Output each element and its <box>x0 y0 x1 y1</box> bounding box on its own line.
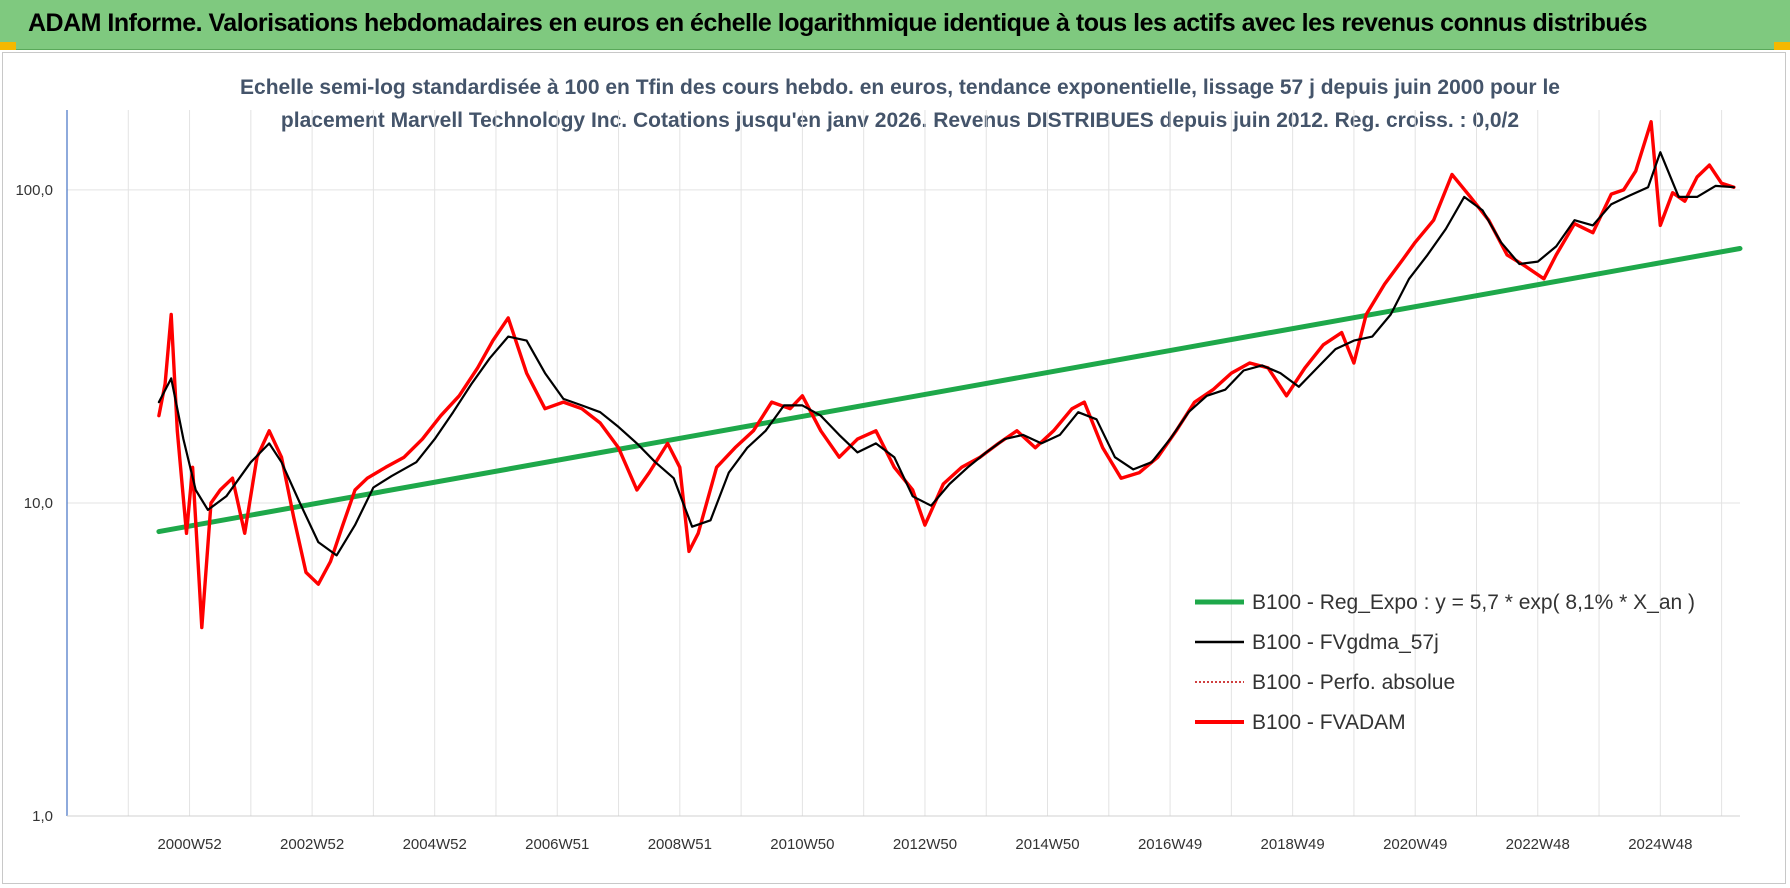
legend-label: B100 - FVADAM <box>1252 711 1406 734</box>
y-tick-label: 1,0 <box>32 808 53 825</box>
chart-title-line2: placement Marvell Technology Inc. Cotati… <box>280 109 1520 132</box>
x-tick-label: 2018W49 <box>1261 836 1325 853</box>
x-tick-label: 2008W51 <box>648 836 712 853</box>
legend: B100 - Reg_Expo : y = 5,7 * exp( 8,1% * … <box>1195 591 1695 734</box>
legend-label: B100 - FVgdma_57j <box>1252 631 1439 654</box>
x-tick-label: 2004W52 <box>403 836 467 853</box>
corner-marker-left <box>0 42 16 50</box>
header-bar: ADAM Informe. Valorisations hebdomadaire… <box>0 0 1790 50</box>
x-tick-label: 2010W50 <box>770 836 834 853</box>
header-title: ADAM Informe. Valorisations hebdomadaire… <box>28 9 1647 37</box>
chart-frame <box>2 52 1786 884</box>
x-tick-label: 2012W50 <box>893 836 957 853</box>
legend-label: B100 - Reg_Expo : y = 5,7 * exp( 8,1% * … <box>1252 591 1695 614</box>
series-line-3 <box>157 120 1736 630</box>
y-tick-label: 10,0 <box>24 495 53 512</box>
legend-label: B100 - Perfo. absolue <box>1252 671 1455 694</box>
axes: 1,0 10,0 100,0 2000W52 2002W52 2004W52 2006W51… <box>15 110 1740 853</box>
x-tick-label: 2020W49 <box>1383 836 1447 853</box>
series-line-1 <box>157 151 1736 557</box>
x-tick-label: 2016W49 <box>1138 836 1202 853</box>
series-layer <box>156 120 1743 630</box>
series-line-0 <box>156 246 1743 535</box>
y-tick-label: 100,0 <box>15 182 53 199</box>
corner-marker-right <box>1774 42 1790 50</box>
x-tick-label: 2024W48 <box>1628 836 1692 853</box>
x-tick-label: 2022W48 <box>1506 836 1570 853</box>
chart-title-line1: Echelle semi-log standardisée à 100 en T… <box>240 76 1560 99</box>
grid <box>67 110 1740 817</box>
x-tick-label: 2006W51 <box>525 836 589 853</box>
x-tick-label: 2002W52 <box>280 836 344 853</box>
x-tick-label: 2014W50 <box>1015 836 1079 853</box>
x-tick-label: 2000W52 <box>157 836 221 853</box>
